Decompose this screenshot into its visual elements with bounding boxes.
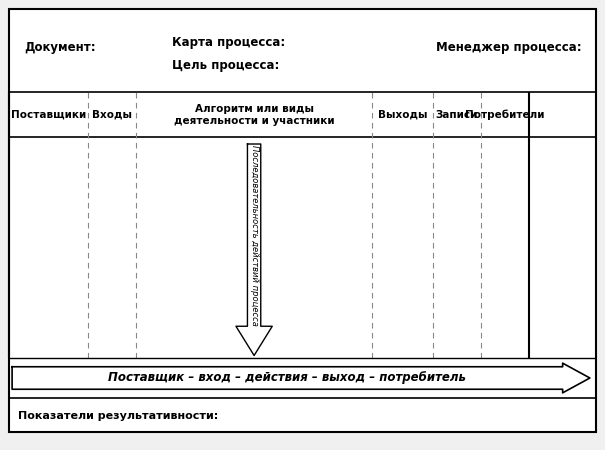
Text: Входы: Входы [92, 110, 132, 120]
Text: Менеджер процесса:: Менеджер процесса: [436, 41, 581, 54]
Text: Показатели результативности:: Показатели результативности: [18, 411, 218, 421]
Text: Последовательность действий процесса: Последовательность действий процесса [250, 145, 258, 325]
Text: Поставщик – вход – действия – выход – потребитель: Поставщик – вход – действия – выход – по… [108, 372, 466, 384]
Polygon shape [12, 363, 590, 393]
Text: Документ:: Документ: [24, 41, 96, 54]
Text: Цель процесса:: Цель процесса: [172, 59, 280, 72]
Text: Поставщики: Поставщики [11, 110, 86, 120]
Text: Карта процесса:: Карта процесса: [172, 36, 286, 49]
Text: Выходы: Выходы [378, 110, 427, 120]
Text: Записи: Записи [436, 110, 478, 120]
Text: Алгоритм или виды
деятельности и участники: Алгоритм или виды деятельности и участни… [174, 104, 335, 126]
Text: Потребители: Потребители [465, 109, 545, 120]
Polygon shape [236, 144, 272, 356]
